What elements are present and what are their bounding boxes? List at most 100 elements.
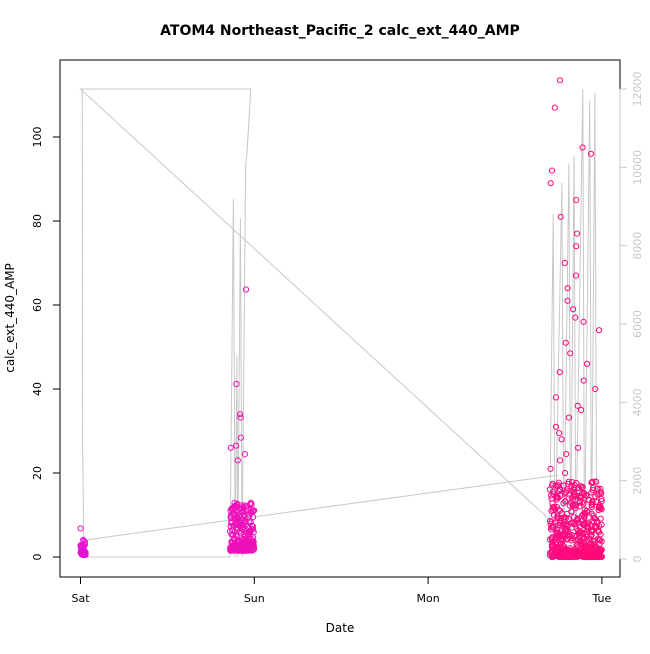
data-point: [247, 543, 254, 550]
data-point: [573, 243, 580, 250]
data-point: [247, 528, 254, 535]
data-point: [572, 537, 579, 544]
left-axis: 0 20 40 60 80 100: [31, 127, 61, 561]
data-point: [575, 519, 582, 526]
data-point: [572, 272, 580, 279]
data-point: [590, 484, 597, 492]
data-point: [248, 522, 256, 529]
data-point: [585, 496, 592, 503]
data-point: [576, 503, 583, 510]
data-point: [557, 213, 564, 220]
data-point: [77, 547, 85, 554]
data-point: [237, 414, 244, 421]
data-point: [237, 434, 244, 441]
data-point: [241, 451, 248, 458]
right-axis-tick-label: 8000: [631, 232, 644, 260]
data-point: [588, 528, 596, 535]
data-point: [235, 509, 243, 517]
data-point: [230, 541, 238, 548]
right-axis: 0 2000 4000 6000 8000 10000 12000: [619, 72, 644, 563]
data-point: [547, 180, 554, 187]
data-point: [573, 196, 580, 204]
data-point: [236, 528, 243, 535]
right-axis-tick-label: 0: [631, 556, 644, 563]
data-point: [598, 490, 605, 497]
data-point: [553, 550, 560, 558]
data-point: [559, 551, 566, 559]
data-point: [549, 482, 556, 489]
data-point: [246, 514, 253, 521]
data-point: [573, 479, 580, 487]
data-point: [557, 507, 564, 514]
data-point: [592, 523, 600, 530]
data-point: [237, 411, 244, 418]
data-point: [547, 465, 554, 472]
data-point: [233, 531, 240, 538]
data-point: [548, 167, 556, 174]
data-point: [593, 553, 600, 561]
data-point: [574, 230, 581, 237]
data-point: [552, 534, 560, 541]
data-point: [565, 414, 573, 421]
data-point: [556, 457, 564, 464]
right-axis-tick-label: 12000: [631, 72, 644, 107]
data-point: [580, 541, 587, 548]
data-point: [563, 451, 570, 458]
data-point: [562, 339, 569, 346]
y-axis-label: calc_ext_440_AMP: [3, 263, 17, 373]
data-point: [548, 535, 555, 542]
data-point: [242, 286, 250, 293]
x-axis-tick-label: Tue: [592, 592, 612, 605]
data-point: [558, 436, 565, 443]
data-point: [580, 318, 587, 325]
data-point: [242, 518, 249, 526]
data-point: [588, 543, 595, 550]
data-point: [589, 478, 596, 485]
x-axis-tick-label: Mon: [416, 592, 439, 605]
data-point: [556, 531, 564, 538]
data-point: [560, 542, 567, 550]
data-point: [244, 543, 251, 550]
data-point: [556, 77, 564, 84]
data-point: [230, 532, 237, 539]
data-point: [575, 444, 582, 451]
data-point: [249, 508, 256, 515]
data-point: [564, 285, 571, 292]
data-point: [233, 380, 240, 388]
data-point: [80, 538, 87, 545]
data-point: [598, 547, 605, 554]
data-point: [554, 514, 561, 522]
data-point: [562, 498, 569, 505]
right-axis-tick-label: 10000: [631, 150, 644, 185]
right-axis-tick-label: 2000: [631, 467, 644, 495]
data-point: [560, 530, 567, 537]
data-point: [574, 553, 581, 561]
data-point: [578, 537, 585, 544]
data-point: [573, 549, 581, 557]
data-point: [565, 515, 572, 523]
data-point: [592, 385, 599, 393]
data-point: [564, 297, 571, 304]
data-point: [594, 485, 601, 493]
x-axis-tick-label: Sun: [244, 592, 265, 605]
data-point: [250, 543, 257, 550]
data-point: [236, 547, 243, 554]
chart-title: ATOM4 Northeast_Pacific_2 calc_ext_440_A…: [160, 23, 520, 39]
data-point: [551, 104, 558, 111]
data-point: [581, 491, 588, 498]
data-point: [553, 496, 561, 503]
left-axis-tick-label: 20: [31, 466, 44, 480]
data-point: [556, 430, 563, 437]
data-point: [552, 394, 560, 401]
data-point: [575, 537, 582, 544]
data-point: [231, 503, 238, 510]
data-point: [574, 402, 581, 409]
data-point: [596, 327, 603, 334]
data-point: [233, 442, 240, 449]
data-point: [564, 480, 572, 488]
data-point: [547, 520, 554, 527]
data-point: [583, 360, 591, 367]
data-point: [584, 509, 591, 516]
data-point: [570, 306, 577, 313]
